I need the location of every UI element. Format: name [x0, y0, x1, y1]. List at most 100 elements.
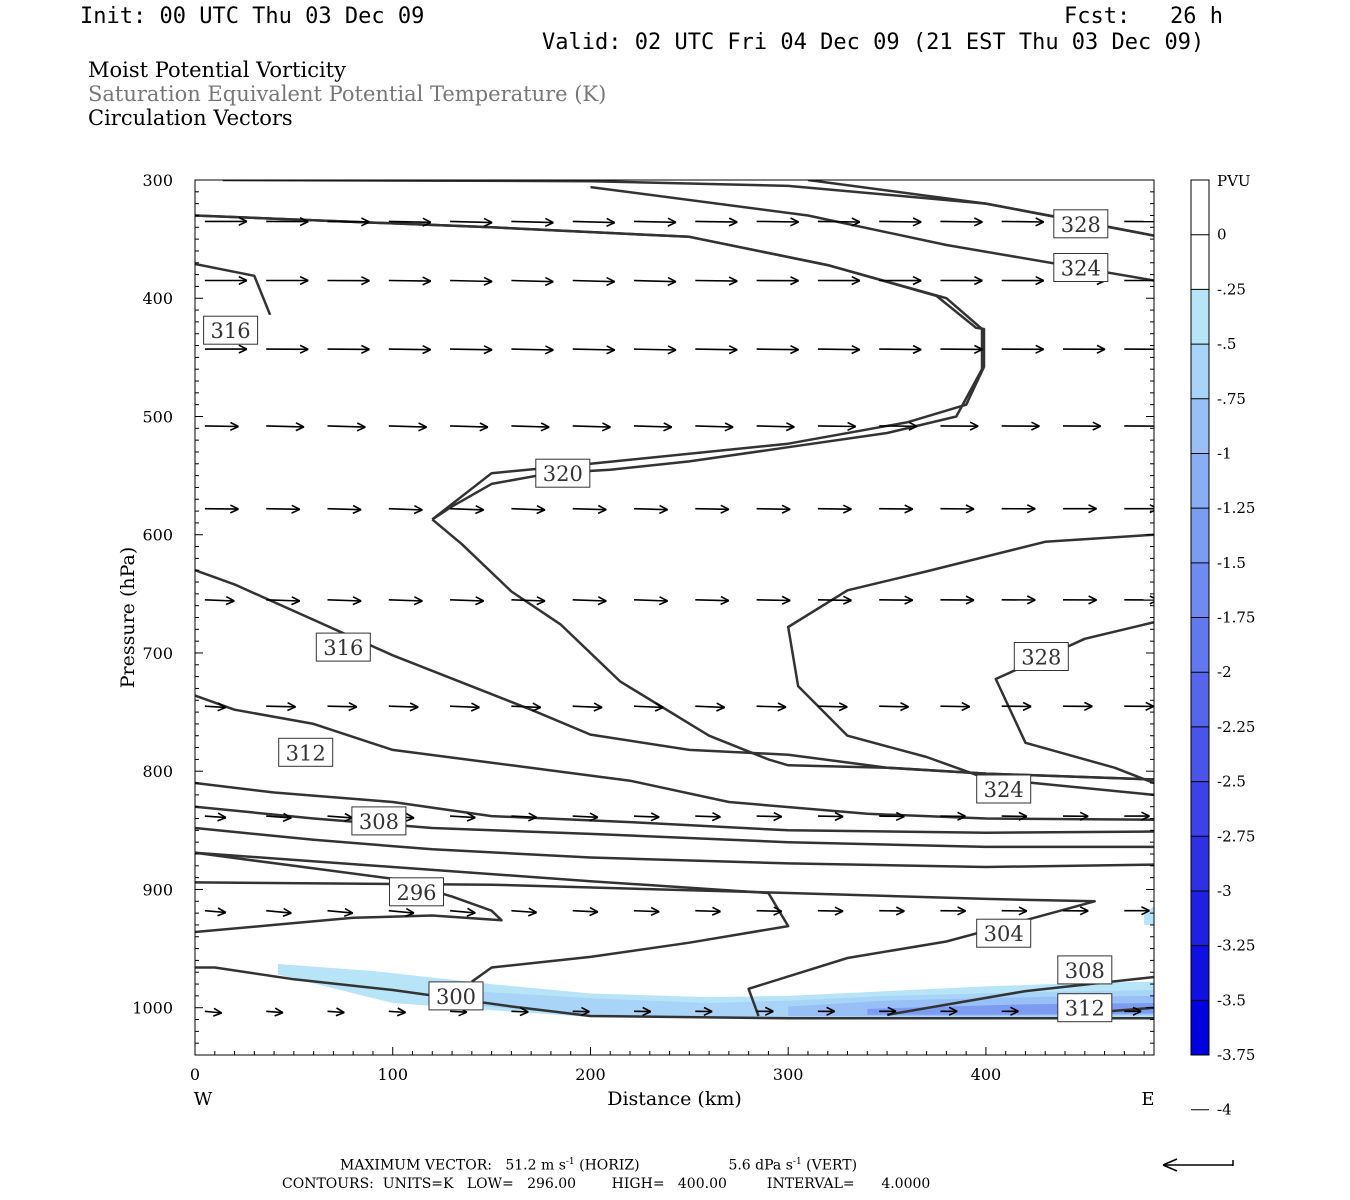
circulation-vector — [695, 906, 721, 916]
circulation-vector — [756, 811, 783, 822]
x-tick-label: 200 — [575, 1065, 606, 1084]
colorbar-label: -.75 — [1217, 390, 1246, 408]
svg-text:304: 304 — [984, 922, 1024, 946]
forecast-hour-label: Fcst: 26 h — [1064, 4, 1223, 29]
circulation-vector — [756, 344, 799, 355]
circulation-vector — [633, 702, 664, 712]
circulation-vector — [266, 596, 301, 606]
circulation-vector — [817, 275, 861, 286]
circulation-vector — [756, 276, 799, 286]
colorbar-segment — [1191, 945, 1209, 1001]
circulation-vector — [879, 906, 905, 916]
circulation-vector — [327, 1007, 345, 1017]
circulation-vector — [511, 422, 550, 432]
circulation-vector — [450, 596, 485, 606]
contour-label: 312 — [1057, 993, 1113, 1023]
circulation-vector — [266, 701, 296, 712]
svg-text:324: 324 — [1061, 257, 1101, 281]
circulation-vector — [817, 595, 852, 605]
colorbar-label: 0 — [1217, 226, 1227, 244]
x-axis-label: Distance (km) — [607, 1088, 742, 1110]
y-tick-label: 1000 — [132, 999, 173, 1018]
circulation-vector — [633, 504, 668, 515]
circulation-vector — [817, 702, 848, 712]
circulation-vector — [511, 702, 542, 712]
circulation-vector — [756, 595, 791, 605]
circulation-vector — [572, 906, 599, 917]
circulation-vector — [327, 276, 370, 286]
circulation-vector — [511, 907, 537, 917]
circulation-vector — [695, 504, 730, 514]
circulation-vector — [388, 344, 432, 355]
reference-vector-arrow — [1162, 1158, 1234, 1172]
circulation-vector — [572, 422, 611, 432]
x-tick-label: 0 — [190, 1065, 200, 1084]
contour-line-320-7 — [431, 518, 1154, 781]
circulation-vector — [756, 1006, 774, 1016]
circulation-vector — [266, 422, 305, 432]
contour-line-328-9 — [994, 620, 1154, 785]
y-tick-label: 700 — [142, 644, 173, 663]
circulation-vector — [633, 345, 677, 355]
colorbar-label: -1.25 — [1217, 499, 1255, 517]
circulation-vector — [695, 276, 738, 286]
circulation-vector — [940, 275, 983, 286]
circulation-vector — [940, 701, 971, 712]
max-vector-label: MAXIMUM VECTOR: — [340, 1157, 492, 1174]
circulation-vector — [266, 216, 309, 227]
contour-line-324-8 — [786, 533, 1154, 797]
circulation-vector — [940, 811, 966, 821]
contour-label-layer: 328 324 316 320 316 328 312 324 308 296 304 308 300 3… — [203, 209, 1113, 1023]
circulation-vector — [388, 1007, 406, 1017]
x-tick-label: 400 — [971, 1065, 1002, 1084]
circulation-vector — [940, 595, 975, 605]
contour-line-312-10 — [195, 694, 1154, 821]
contour-line-324-2 — [590, 185, 1154, 282]
circulation-vector — [327, 701, 358, 712]
circulation-vector — [695, 1006, 713, 1017]
circulation-vector — [266, 812, 292, 823]
pv-colorbar: PVU 0 -.25 -.5 -.75 -1 -1.25 -1.5 -1.75 -2 -2.25 -2… — [1190, 172, 1255, 1119]
circulation-vector — [388, 907, 415, 918]
circulation-vector — [1124, 906, 1150, 916]
west-label: W — [194, 1089, 213, 1110]
contour-line-320-4 — [195, 214, 984, 521]
circulation-vector — [1062, 701, 1093, 712]
max-vert-value: 5.6 dPa s — [728, 1157, 793, 1174]
colorbar-label: -1.75 — [1217, 609, 1255, 627]
circulation-vector — [940, 217, 983, 227]
y-tick-label: 500 — [142, 407, 173, 426]
colorbar-label: -3.75 — [1217, 1046, 1255, 1064]
circulation-vector — [511, 812, 537, 822]
max-vector-line: MAXIMUM VECTOR: 51.2 m s-1 (HORIZ) 5.6 d… — [340, 1157, 857, 1174]
contour-label: 304 — [976, 918, 1032, 948]
circulation-vector — [266, 907, 292, 918]
circulation-vector — [266, 275, 309, 286]
colorbar-label: -1 — [1217, 444, 1232, 462]
max-vert-exponent: -1 — [792, 1157, 802, 1167]
y-tick-label: 600 — [142, 526, 173, 545]
circulation-vector — [879, 595, 914, 605]
contour-line-296-14 — [195, 851, 503, 934]
circulation-vector — [450, 812, 476, 822]
circulation-vector — [1062, 344, 1106, 354]
circulation-vector — [940, 906, 966, 916]
colorbar-segment — [1191, 180, 1209, 236]
circulation-vector — [695, 811, 721, 822]
circulation-vector — [450, 345, 493, 355]
contour-line-316-5 — [195, 262, 272, 316]
contour-line-300-13 — [195, 826, 1154, 869]
x-tick-label: 300 — [773, 1065, 804, 1084]
circulation-vector — [879, 275, 922, 286]
svg-text:312: 312 — [1065, 997, 1105, 1021]
circulation-vector — [1001, 811, 1028, 821]
y-tick-label: 800 — [142, 762, 173, 781]
circulation-vector — [633, 596, 668, 606]
circulation-vector — [511, 596, 546, 606]
circulation-vector — [266, 344, 309, 354]
circulation-vector — [756, 422, 795, 432]
circulation-vector — [388, 276, 432, 286]
x-tick-label: 100 — [377, 1065, 408, 1084]
circulation-vector — [327, 344, 370, 355]
contour-label: 324 — [976, 774, 1032, 804]
